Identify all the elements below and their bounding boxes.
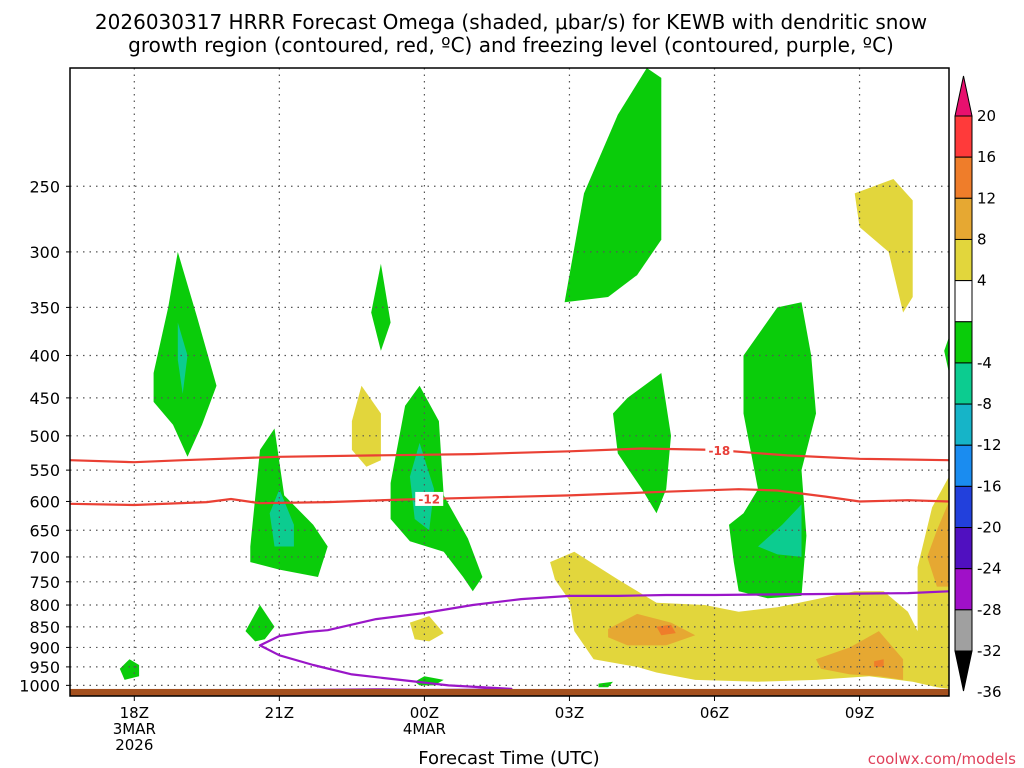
y-tick-label-650: 650 xyxy=(29,521,60,540)
colorbar-bin-4 xyxy=(954,238,973,282)
omega-region-11 xyxy=(409,616,444,642)
gridlines xyxy=(70,68,949,696)
colorbar-label-12: -32 xyxy=(977,642,1002,660)
dgz-contour--12 xyxy=(70,488,949,507)
omega-region-17 xyxy=(854,179,913,313)
omega-region-8 xyxy=(409,442,435,531)
colorbar-bottom-triangle xyxy=(954,650,973,692)
x-tick-label-3-0: 03Z xyxy=(555,704,584,722)
colorbar: 20 16 12 8 4 -4 -8 -12 -16 -20 -24 -28 -32 -36 xyxy=(954,75,1002,701)
x-axis-title: Forecast Time (UTC) xyxy=(418,748,599,768)
chart-title-line1: 2026030317 HRRR Forecast Omega (shaded, … xyxy=(95,10,927,34)
colorbar-bin-6 xyxy=(954,321,973,364)
colorbar-label-6: -8 xyxy=(977,395,992,413)
chart-title-line2: growth region (contoured, red, ºC) and f… xyxy=(128,33,894,57)
omega-region-13 xyxy=(613,373,671,514)
colorbar-bin-12 xyxy=(954,568,973,611)
x-tick-label-4-0: 06Z xyxy=(700,704,729,722)
credit-text: coolwx.com/models xyxy=(868,750,1016,768)
y-tick-label-900: 900 xyxy=(29,638,60,657)
omega-region-2 xyxy=(177,322,188,394)
colorbar-label-4: 4 xyxy=(977,272,987,290)
x-tick-label-1-0: 21Z xyxy=(265,704,294,722)
colorbar-bin-13 xyxy=(954,609,973,652)
colorbar-label-5: -4 xyxy=(977,354,992,372)
dgz-label-bg--12 xyxy=(415,491,444,506)
colorbar-label-0: 20 xyxy=(977,107,996,125)
y-tick-label-750: 750 xyxy=(29,573,60,592)
colorbar-bin-7 xyxy=(954,362,973,405)
x-tick-label-0-2: 2026 xyxy=(115,736,153,754)
colorbar-top-triangle xyxy=(954,75,973,117)
colorbar-bin-10 xyxy=(954,485,973,529)
x-tick-label-2-0: 00Z xyxy=(410,704,439,722)
omega-region-6 xyxy=(371,263,391,351)
y-tick-label-300: 300 xyxy=(29,243,60,262)
omega-region-24 xyxy=(944,337,949,373)
colorbar-label-11: -28 xyxy=(977,601,1002,619)
colorbar-label-10: -24 xyxy=(977,560,1002,578)
colorbar-label-2: 12 xyxy=(977,189,996,207)
colorbar-bin-5 xyxy=(954,280,973,323)
colorbar-label-1: 16 xyxy=(977,148,996,166)
colorbar-label-8: -16 xyxy=(977,477,1002,495)
y-tick-label-500: 500 xyxy=(29,427,60,446)
ground-layer xyxy=(70,688,949,696)
y-tick-label-600: 600 xyxy=(29,492,60,511)
y-tick-label-400: 400 xyxy=(29,346,60,365)
plot-area: -18 -12 xyxy=(69,67,950,697)
omega-region-21 xyxy=(816,631,904,680)
colorbar-bin-9 xyxy=(954,444,973,487)
dgz-label--12: -12 xyxy=(418,492,440,506)
colorbar-bin-8 xyxy=(954,403,973,446)
y-tick-label-850: 850 xyxy=(29,618,60,637)
dgz-contour--18 xyxy=(70,447,949,464)
colorbar-bin-1 xyxy=(954,115,973,158)
omega-region-20 xyxy=(656,624,676,636)
omega-region-23 xyxy=(927,501,949,587)
omega-region-19 xyxy=(608,613,696,646)
y-tick-label-1000: 1000 xyxy=(19,676,60,695)
omega-region-10 xyxy=(351,385,381,467)
omega-region-14 xyxy=(729,302,816,599)
y-tick-label-350: 350 xyxy=(29,298,60,317)
x-tick-label-5-0: 09Z xyxy=(845,704,874,722)
colorbar-label-9: -20 xyxy=(977,519,1002,537)
omega-region-22 xyxy=(874,659,884,667)
omega-region-12 xyxy=(564,68,662,303)
y-tick-label-450: 450 xyxy=(29,389,60,408)
dgz-label-bg--18 xyxy=(705,443,734,458)
omega-region-16 xyxy=(598,681,613,688)
x-tick-label-0-0: 18Z xyxy=(120,704,149,722)
y-tick-label-550: 550 xyxy=(29,461,60,480)
colorbar-label-7: -12 xyxy=(977,436,1002,454)
y-axis-ticks: 2503003504004505005506006507007508008509… xyxy=(19,177,70,695)
omega-shading-layer xyxy=(119,68,949,689)
dendritic-growth-contours: -18 -12 xyxy=(70,443,949,506)
colorbar-bin-3 xyxy=(954,197,973,240)
colorbar-bin-11 xyxy=(954,527,973,570)
omega-region-3 xyxy=(245,605,275,642)
y-tick-label-800: 800 xyxy=(29,596,60,615)
colorbar-label-13: -36 xyxy=(977,683,1002,701)
y-tick-label-950: 950 xyxy=(29,658,60,677)
x-tick-label-2-1: 4MAR xyxy=(403,720,446,738)
y-tick-label-250: 250 xyxy=(29,177,60,196)
dgz-label--18: -18 xyxy=(708,444,730,458)
x-tick-label-0-1: 3MAR xyxy=(113,720,156,738)
colorbar-bin-2 xyxy=(954,156,973,199)
ground-fill xyxy=(70,688,949,696)
colorbar-label-3: 8 xyxy=(977,230,987,248)
omega-region-7 xyxy=(390,385,483,592)
omega-region-0 xyxy=(119,659,140,680)
y-tick-label-700: 700 xyxy=(29,548,60,567)
plot-frame xyxy=(69,67,950,697)
